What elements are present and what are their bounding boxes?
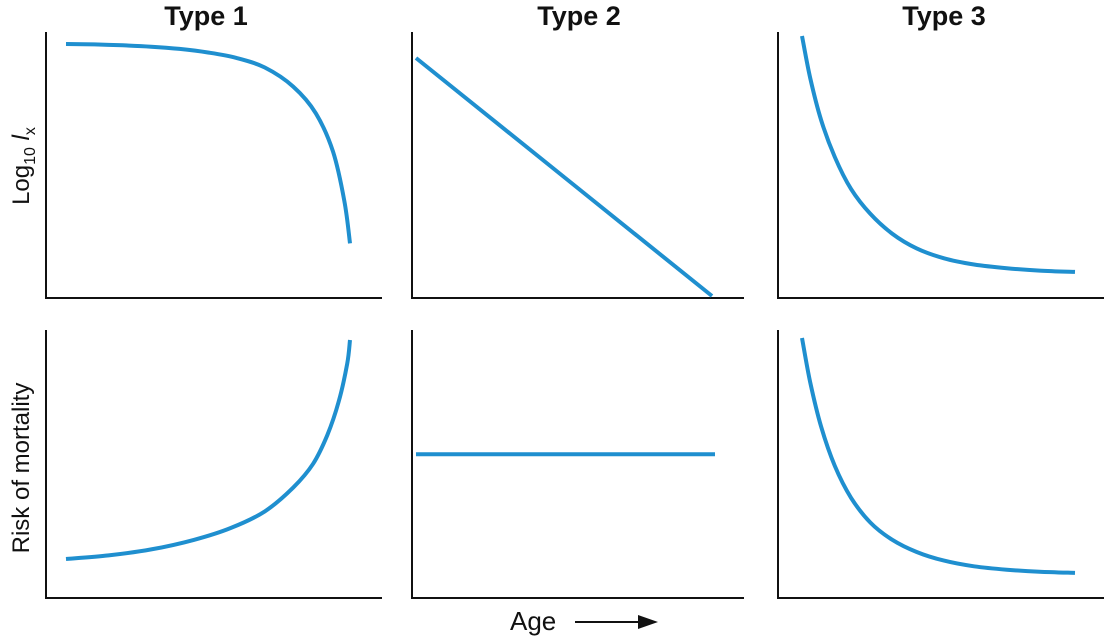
panel-4-axes (45, 330, 382, 599)
panel-2-axes (411, 32, 744, 299)
panel-2-curve (414, 56, 714, 298)
panel-5-axes (411, 330, 744, 599)
panel-6-curve (800, 337, 1076, 575)
panel-4-curve (65, 339, 352, 561)
panel-1-axes (45, 32, 382, 299)
title-type-2: Type 2 (537, 1, 621, 31)
panel-1-curve (65, 42, 352, 244)
title-type-3: Type 3 (902, 1, 986, 31)
panel-3-axes (777, 32, 1104, 299)
age-arrow-icon (638, 615, 658, 629)
x-axis-label-age: Age (510, 606, 557, 636)
panel-6-axes (777, 330, 1104, 599)
panel-3-curve (800, 35, 1076, 274)
title-type-1: Type 1 (164, 1, 248, 31)
